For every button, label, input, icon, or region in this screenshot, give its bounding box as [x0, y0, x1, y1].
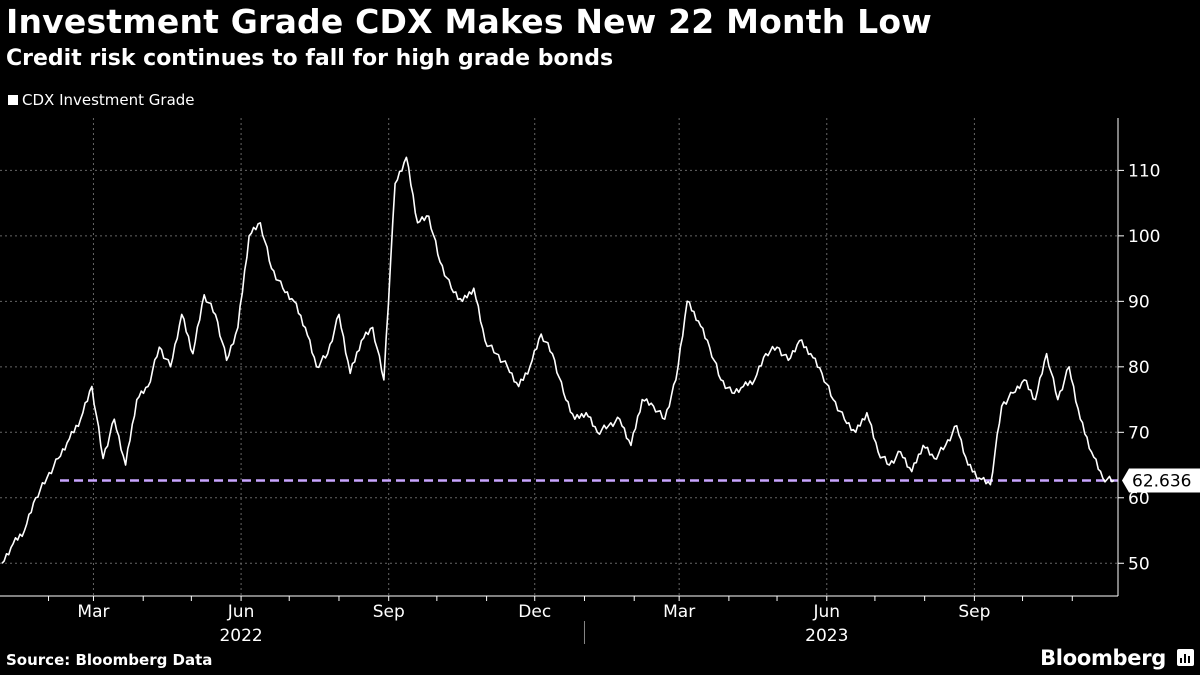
- bloomberg-logo: Bloomberg: [1040, 646, 1166, 670]
- y-tick-label: 50: [1128, 554, 1150, 574]
- x-year-label: 2023: [805, 626, 848, 646]
- legend-label: CDX Investment Grade: [22, 91, 195, 109]
- series-line-cdx-investment-grade: [1, 156, 1115, 564]
- x-tick-label: Sep: [958, 602, 990, 622]
- y-tick-label: 110: [1128, 161, 1160, 181]
- grid: [0, 118, 1118, 596]
- x-year-label: 2022: [219, 626, 262, 646]
- legend-swatch: [8, 95, 18, 105]
- chart-subtitle: Credit risk continues to fall for high g…: [6, 46, 614, 71]
- x-tick-label: Dec: [518, 602, 551, 622]
- y-tick-label: 60: [1128, 489, 1150, 509]
- source-note: Source: Bloomberg Data: [6, 651, 213, 669]
- axes: 50 60 70 80 90 100 110 Mar Jun Sep Dec Mar Jun Sep 202…: [0, 118, 1200, 646]
- x-tick-label: Jun: [812, 602, 840, 622]
- series-layer: [1, 156, 1115, 564]
- x-tick-label: Sep: [373, 602, 405, 622]
- last-value-badge: [1122, 468, 1200, 493]
- legend: CDX Investment Grade: [8, 91, 195, 109]
- y-tick-label: 100: [1128, 227, 1160, 247]
- chart-title: Investment Grade CDX Makes New 22 Month …: [6, 2, 932, 41]
- x-tick-label: Mar: [663, 602, 695, 622]
- x-tick-label: Mar: [77, 602, 109, 622]
- y-tick-label: 70: [1128, 423, 1150, 443]
- bar-chart-icon: [1177, 649, 1194, 666]
- x-tick-label: Jun: [227, 602, 255, 622]
- last-value-label: 62.636: [1132, 472, 1191, 492]
- y-tick-label: 80: [1128, 358, 1150, 378]
- y-tick-label: 90: [1128, 292, 1150, 312]
